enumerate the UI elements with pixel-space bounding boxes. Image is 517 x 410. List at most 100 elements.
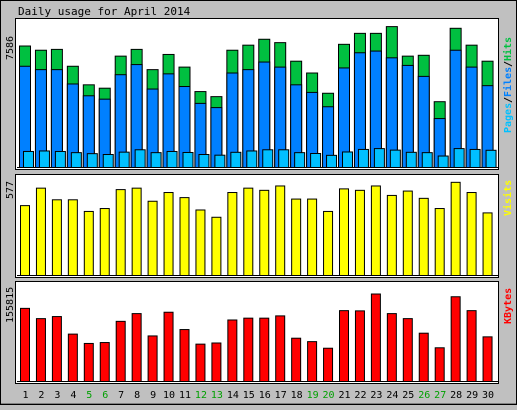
day-label: 17 xyxy=(275,390,287,401)
visits-bar xyxy=(354,189,365,276)
pages-bar xyxy=(214,154,226,168)
pages-bar xyxy=(166,150,178,169)
day-label: 19 xyxy=(307,390,319,401)
pages-bar xyxy=(70,152,82,169)
kbytes-bar xyxy=(339,310,349,382)
pages-bar xyxy=(198,154,210,168)
visits-bar xyxy=(259,189,270,276)
visits-ymax-label: 577 xyxy=(5,181,16,199)
visits-bar xyxy=(115,189,126,276)
legend-files: Files xyxy=(502,67,514,97)
visits-bar xyxy=(195,209,206,277)
kbytes-bar xyxy=(466,310,477,382)
day-label: 29 xyxy=(466,390,478,401)
pages-bar xyxy=(485,149,497,169)
visits-bar xyxy=(402,190,413,277)
pages-bar xyxy=(246,150,258,169)
day-label: 1 xyxy=(22,390,28,401)
kbytes-bar xyxy=(307,341,318,382)
pages-bar xyxy=(150,152,162,169)
visits-bar xyxy=(67,199,78,276)
visits-bar xyxy=(227,192,238,276)
visits-bar xyxy=(211,216,222,276)
visits-bars xyxy=(20,181,493,277)
pages-bar xyxy=(230,151,242,169)
pages-bar xyxy=(23,150,34,169)
day-label: 20 xyxy=(323,390,335,401)
day-label: 22 xyxy=(354,390,366,401)
visits-bar xyxy=(179,197,190,276)
day-label: 2 xyxy=(38,390,44,401)
kbytes-bar xyxy=(227,319,238,382)
kbytes-bar xyxy=(370,293,381,382)
visits-bar xyxy=(51,199,62,276)
day-label: 24 xyxy=(386,390,398,401)
pages-bar xyxy=(294,152,306,169)
visits-bar xyxy=(163,192,174,276)
kbytes-bar xyxy=(67,333,78,383)
pages-bar xyxy=(437,155,449,168)
kbytes-bar xyxy=(51,316,62,382)
visits-bar xyxy=(466,192,477,276)
visits-bar xyxy=(147,200,158,277)
pages-bar xyxy=(262,149,274,169)
kbytes-bar xyxy=(20,307,30,383)
pages-bar xyxy=(118,151,130,169)
legend-hits: Hits xyxy=(502,37,514,61)
visits-bar xyxy=(370,185,381,276)
legend-visits: Visits xyxy=(502,180,514,216)
kbytes-bar xyxy=(195,343,206,382)
day-label: 11 xyxy=(179,390,191,401)
kbytes-bars xyxy=(20,293,493,383)
pages-bar xyxy=(54,150,66,169)
day-label: 9 xyxy=(150,390,156,401)
pages-bar xyxy=(357,148,369,169)
day-label: 23 xyxy=(370,390,382,401)
kbytes-panel: 155815 KBytes xyxy=(5,281,514,384)
hits-ymax-label: 7586 xyxy=(5,36,16,60)
legend-pages: Pages xyxy=(503,103,514,133)
pages-bar xyxy=(86,153,98,168)
day-label: 7 xyxy=(118,390,124,401)
hits-panel-legend: Pages / Files / Hits xyxy=(502,37,514,133)
legend-kbytes: KBytes xyxy=(503,288,514,324)
pages-files-hits-panel: 7586 Pages / Files / Hits xyxy=(5,18,514,170)
day-label: 27 xyxy=(434,390,446,401)
kbytes-bar xyxy=(243,317,254,383)
kbytes-bar xyxy=(418,332,429,382)
kbytes-bar xyxy=(402,318,413,382)
chart-title: Daily usage for April 2014 xyxy=(18,5,191,18)
day-labels: 1 2 3 4 5 6 7 8 9 10 11 12 13 14 15 16 17 18 19 20 21 22 23 24 2… xyxy=(22,390,494,401)
day-label: 10 xyxy=(163,390,175,401)
visits-bar xyxy=(99,208,110,276)
legend-sep-2: / xyxy=(503,61,514,67)
kbytes-bar xyxy=(99,342,110,383)
kbytes-bar xyxy=(147,335,158,382)
visits-bar xyxy=(35,187,46,276)
visits-bar xyxy=(275,185,286,276)
pages-bar xyxy=(453,148,465,169)
day-label: 14 xyxy=(227,390,239,401)
pages-bar xyxy=(310,152,322,168)
day-label: 6 xyxy=(102,390,108,401)
visits-bar xyxy=(243,187,254,276)
kbytes-bar xyxy=(291,337,302,383)
visits-bar xyxy=(482,212,493,276)
pages-bar xyxy=(421,152,433,169)
day-label: 18 xyxy=(291,390,303,401)
pages-bar xyxy=(326,154,338,168)
kbytes-bar xyxy=(83,342,94,382)
visits-bar xyxy=(450,181,461,277)
visits-bar xyxy=(83,210,94,276)
visits-bar xyxy=(20,205,30,277)
pages-bar xyxy=(134,149,146,169)
day-label: 5 xyxy=(86,390,92,401)
pages-bar xyxy=(405,151,417,169)
pages-bar xyxy=(38,150,50,169)
kbytes-bar xyxy=(35,318,46,382)
kbytes-bar xyxy=(259,317,270,383)
visits-bar xyxy=(131,187,142,276)
pages-bar xyxy=(373,148,385,169)
day-label: 4 xyxy=(70,390,76,401)
